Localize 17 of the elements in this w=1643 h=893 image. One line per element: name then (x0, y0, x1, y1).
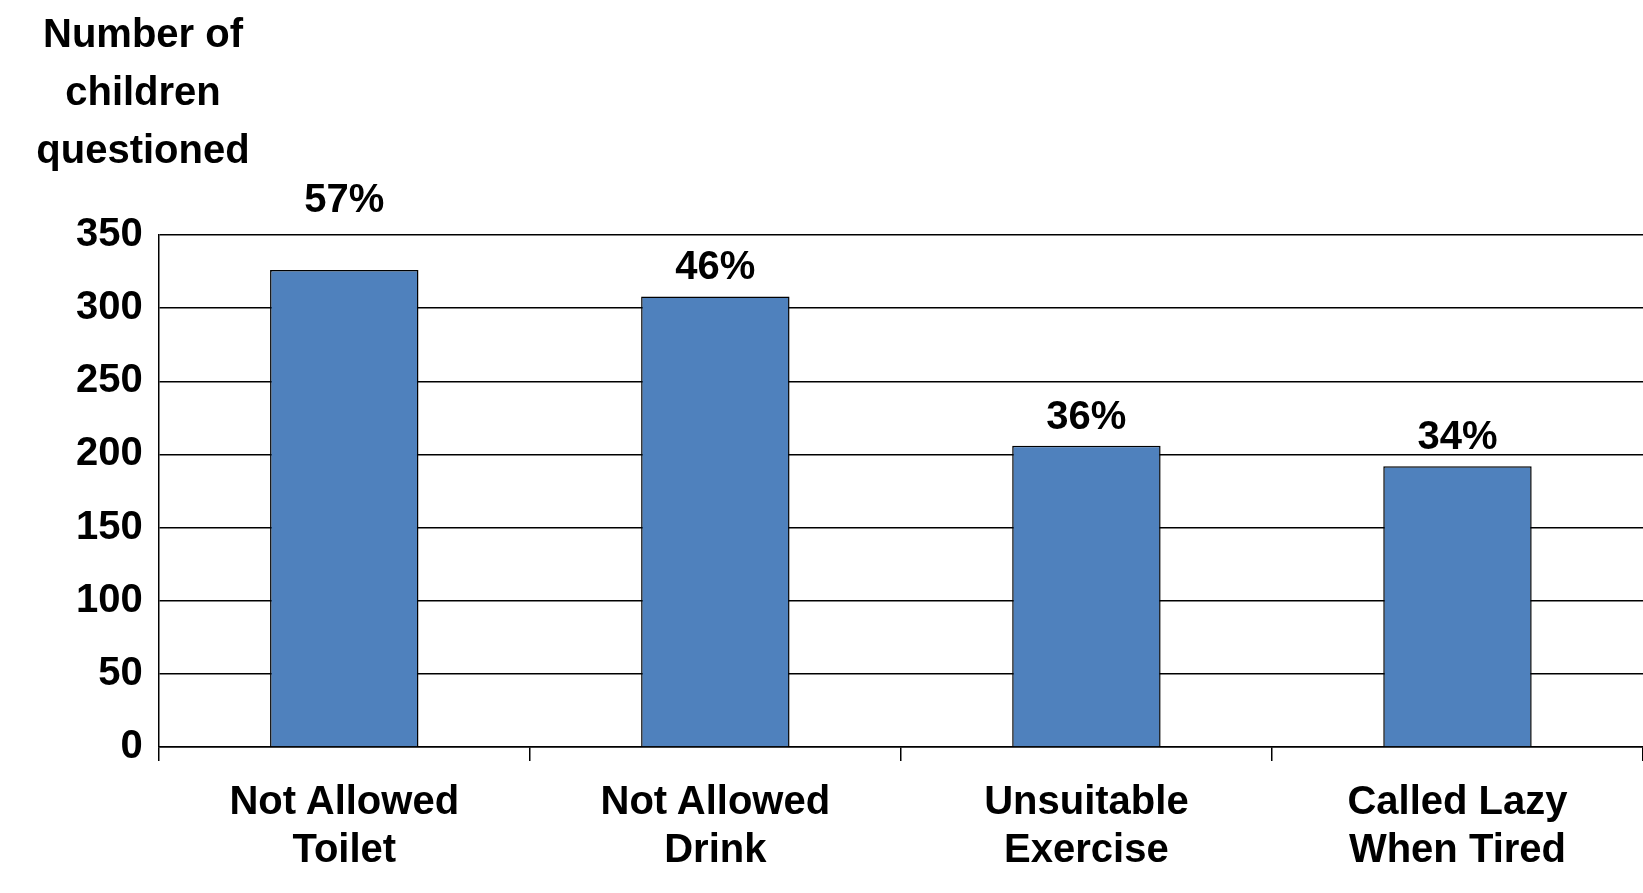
y-tick-label: 50 (98, 648, 143, 693)
annotation: 34% (1417, 413, 1498, 458)
y-tick-label: 0 (120, 722, 143, 767)
y-axis-title: Number of children questioned (35, 10, 251, 173)
y-tick-label: 150 (75, 502, 143, 547)
y-tick-label: 300 (75, 283, 143, 328)
x-tick-label: Not Allowed Toilet (229, 778, 460, 871)
annotation: 46% (675, 243, 756, 288)
y-tick-label: 100 (75, 575, 143, 620)
x-tick-label: Called Lazy When Tired (1347, 778, 1569, 871)
y-tick-label: 200 (75, 429, 143, 474)
y-tick-label: 350 (75, 210, 143, 255)
y-tick-label: 250 (75, 356, 143, 401)
x-tick-label: Unsuitable Exercise (984, 778, 1189, 871)
x-tick-label: Not Allowed Drink (600, 778, 831, 871)
annotation: 36% (1046, 392, 1127, 437)
annotation: 57% (304, 176, 385, 221)
